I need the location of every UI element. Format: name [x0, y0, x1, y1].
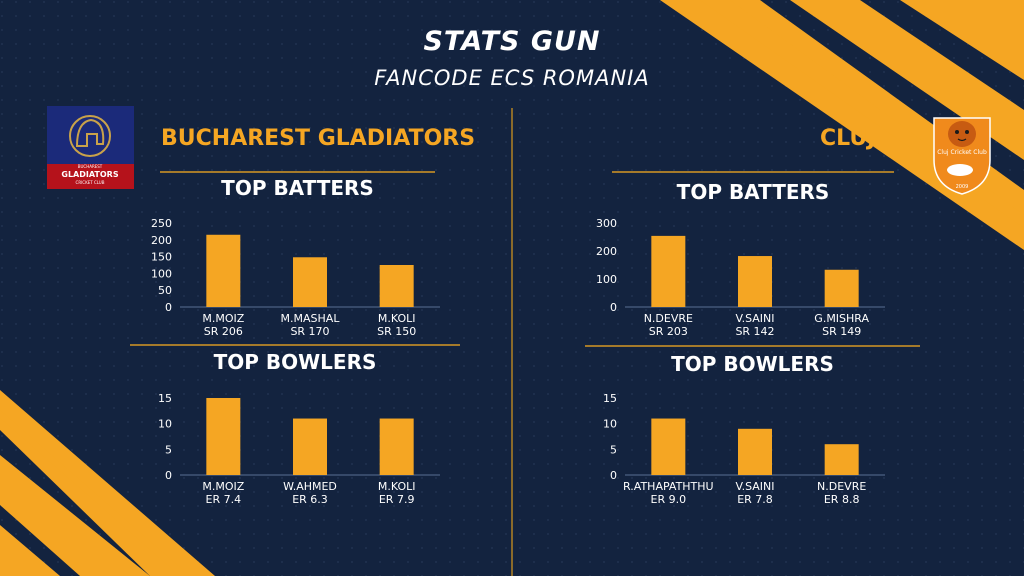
x-sublabel: SR 149	[822, 325, 861, 338]
bucharest-gladiators-logo: BUCHAREST GLADIATORS CRICKET CLUB	[47, 106, 134, 189]
logo-text-top: BUCHAREST	[78, 164, 103, 169]
y-tick-label: 200	[151, 234, 172, 247]
y-tick-label: 0	[165, 469, 172, 482]
bar	[738, 256, 772, 307]
section-title-left-batters: TOP BATTERS	[221, 176, 374, 200]
rule-right-top	[612, 171, 894, 173]
x-category-label: V.SAINI	[735, 480, 774, 493]
bar	[738, 428, 772, 475]
x-sublabel: ER 8.8	[824, 493, 860, 506]
y-tick-label: 0	[610, 469, 617, 482]
y-tick-label: 5	[610, 443, 617, 456]
bar	[824, 444, 859, 475]
x-sublabel: SR 142	[735, 325, 774, 338]
x-category-label: M.KOLI	[378, 480, 416, 493]
x-category-label: M.MOIZ	[202, 312, 244, 325]
logo-text-main: GLADIATORS	[61, 170, 118, 179]
center-divider	[511, 108, 513, 576]
decor-slash-tr-3	[900, 0, 1024, 80]
x-sublabel: ER 6.3	[292, 493, 328, 506]
bar	[206, 234, 241, 307]
decor-slash-bl-2	[0, 455, 150, 576]
x-category-label: N.DEVRE	[644, 312, 693, 325]
x-sublabel: SR 170	[290, 325, 329, 338]
y-tick-label: 200	[596, 245, 617, 258]
y-tick-label: 150	[151, 251, 172, 264]
x-sublabel: SR 206	[204, 325, 243, 338]
y-tick-label: 0	[610, 301, 617, 314]
rule-left-mid	[130, 344, 460, 346]
bar	[379, 265, 414, 307]
team-name-bucharest: BUCHAREST GLADIATORS	[161, 126, 476, 151]
x-category-label: V.SAINI	[735, 312, 774, 325]
team-name-cluj: CLUJ	[820, 126, 876, 151]
bar	[379, 418, 414, 475]
decor-slash-tr-1	[660, 0, 1024, 250]
x-category-label: M.KOLI	[378, 312, 416, 325]
x-sublabel: ER 7.9	[379, 493, 415, 506]
bar	[206, 398, 241, 475]
y-tick-label: 100	[151, 267, 172, 280]
y-tick-label: 50	[158, 284, 172, 297]
x-category-label: M.MASHAL	[281, 312, 341, 325]
logo-text-main: Cluj Cricket Club	[937, 149, 987, 156]
gladiator-helmet-icon	[69, 115, 111, 157]
x-sublabel: SR 150	[377, 325, 416, 338]
y-tick-label: 10	[158, 418, 172, 431]
y-tick-label: 100	[596, 273, 617, 286]
rule-right-mid	[585, 345, 920, 347]
page-subtitle: FANCODE ECS ROMANIA	[374, 66, 650, 90]
decor-slash-bl-4	[0, 410, 190, 576]
decor-slash-bl-1	[0, 390, 215, 576]
y-tick-label: 10	[603, 418, 617, 431]
bar	[293, 257, 327, 307]
decor-slash-bl-3	[0, 525, 60, 576]
section-title-right-batters: TOP BATTERS	[676, 180, 830, 204]
x-category-label: M.MOIZ	[202, 480, 244, 493]
x-sublabel: SR 203	[649, 325, 688, 338]
y-tick-label: 300	[596, 217, 617, 230]
bar	[651, 418, 686, 475]
tiger-shield-icon	[947, 121, 976, 176]
y-tick-label: 15	[158, 392, 172, 405]
x-sublabel: ER 9.0	[651, 493, 687, 506]
x-category-label: R.ATHAPATHTHU	[623, 480, 714, 493]
x-category-label: W.AHMED	[283, 480, 337, 493]
bar	[824, 269, 859, 307]
section-title-left-bowlers: TOP BOWLERS	[213, 350, 377, 374]
page-title: STATS GUN	[423, 26, 601, 57]
x-category-label: G.MISHRA	[814, 312, 869, 325]
x-category-label: N.DEVRE	[817, 480, 866, 493]
logo-text-bottom: CRICKET CLUB	[76, 180, 105, 185]
y-tick-label: 250	[151, 217, 172, 230]
cluj-cricket-club-logo: Cluj Cricket Club 2009	[933, 117, 991, 195]
bar	[651, 235, 686, 307]
x-sublabel: ER 7.4	[206, 493, 242, 506]
x-sublabel: ER 7.8	[737, 493, 773, 506]
y-tick-label: 0	[165, 301, 172, 314]
logo-text-year: 2009	[956, 184, 969, 190]
rule-left-top	[160, 171, 435, 173]
section-title-right-bowlers: TOP BOWLERS	[671, 352, 834, 376]
y-tick-label: 5	[165, 443, 172, 456]
y-tick-label: 15	[603, 392, 617, 405]
bar	[293, 418, 327, 475]
